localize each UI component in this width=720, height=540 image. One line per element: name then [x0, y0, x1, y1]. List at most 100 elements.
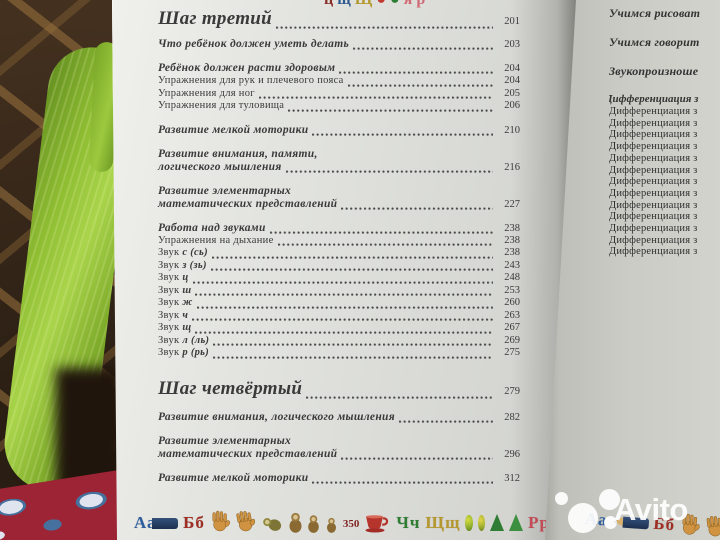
toc-entry-label: Звук ч [158, 309, 189, 321]
dot-leader [285, 168, 493, 173]
toc-entry: Звук ч 263 [158, 310, 520, 323]
toc-entry-line: Развитие внимания, логического мышления 2… [158, 411, 520, 424]
hand-icon [210, 510, 230, 532]
avito-logo-icon [604, 516, 617, 529]
differentiation-line: Дифференциация з [609, 199, 698, 211]
cone-icon [490, 514, 505, 531]
strip-letters: Аа [134, 513, 157, 532]
strip-letters: Бб [183, 513, 205, 532]
dot-leader [213, 342, 493, 346]
dot-leader [288, 107, 493, 112]
strip-letters: Рр [528, 513, 550, 532]
toc-entry: Что ребёнок должен уметь делать 203 [158, 38, 520, 51]
toc-entry: Звук з (зь) 243 [158, 260, 520, 273]
dot-leader [269, 229, 493, 234]
differentiation-line: Дифференциация з [609, 211, 698, 223]
toc-entry: Упражнения для ног 205 [158, 88, 520, 101]
differentiation-line: Дифференциация з [609, 106, 698, 117]
toc-entry-page: 203 [504, 39, 520, 50]
toc-entry: Развитие элементарных математических пред… [158, 185, 520, 211]
toc-entry-page: 282 [504, 411, 520, 423]
toc-entry-line: Звук ц 248 [158, 272, 520, 285]
matryoshka-icon [289, 512, 302, 533]
avito-watermark-text: Avito [614, 492, 688, 527]
dot-leader [339, 70, 493, 74]
toc-entry-page: 204 [504, 75, 520, 86]
avito-logo-icon [568, 503, 598, 533]
toc-entry-sound: л (ль) [182, 334, 210, 346]
toc-entry-page: 238 [504, 234, 520, 246]
toc-entry-label: Упражнения для рук и плечевого пояса [158, 75, 344, 86]
dot-leader [258, 95, 493, 99]
dot-leader [195, 329, 493, 334]
left-page-alphabet-strip: Аа Бб 350 Чч Щщ Рр [134, 507, 550, 533]
toc-list: Шаг третий 201 Что ребёнок должен уметь де… [158, 6, 520, 485]
top-fragment-letter: р [416, 0, 429, 8]
toc-entry: Развитие внимания, памяти, логического мы… [158, 148, 520, 174]
toc-entry-label: Развитие мелкой моторики [158, 123, 309, 136]
toc-entry-page: 248 [504, 272, 520, 283]
toc-entry: Звук с (сь) 238 [158, 247, 520, 260]
right-page-headings: Учимся рисоват Учимся говорит Звукопроизно… [609, 6, 720, 78]
toc-entry-line: Звук л (ль) 269 [158, 335, 520, 348]
toc-entry: Упражнения на дыхание 238 [158, 235, 520, 248]
toc-entry: Развитие элементарных математических пред… [158, 435, 520, 461]
toc-entry-line: Шаг четвёртый 279 [158, 378, 520, 400]
toc-entry-label: Что ребёнок должен уметь делать [158, 38, 350, 50]
toc-entry-page: 312 [504, 472, 520, 484]
toc-entry-label: математических представлений [158, 197, 338, 210]
top-cutoff-letters: цщЩ●●яр [324, 0, 429, 9]
toc-entry-label: Развитие элементарных [158, 434, 292, 447]
dot-leader [353, 46, 493, 50]
differentiation-line: Дифференциация з [609, 129, 698, 141]
differentiation-line: Дифференциация з [609, 234, 698, 246]
toc-entry-label: Звук з (зь) [158, 259, 207, 271]
toc-entry-line: Упражнения на дыхание 238 [158, 235, 520, 248]
toc-entry-label: Звук ц [158, 272, 189, 283]
toc-entry: Шаг третий 201 [158, 8, 520, 30]
toc-entry-line2: математических представлений 296 [158, 448, 520, 461]
avito-watermark: Avito [552, 486, 720, 538]
toc-entry-line: Звук ч 263 [158, 310, 520, 323]
top-fragment-letter: щ [337, 0, 355, 8]
toc-entry: Упражнения для рук и плечевого пояса 204 [158, 75, 520, 88]
dot-leader [312, 479, 493, 484]
right-book-page: Учимся рисоват Учимся говорит Звукопроизно… [545, 0, 720, 540]
dot-leader [347, 82, 493, 87]
toc-entry-page: 243 [504, 259, 520, 271]
toc-entry-label: Звук л (ль) [158, 334, 210, 346]
toc-entry-line2: логического мышления 216 [158, 161, 520, 174]
toc-entry-line: Звук ж 260 [158, 297, 520, 310]
differentiation-line: Дифференциация з [609, 117, 698, 129]
top-fragment-letter: ц [324, 0, 337, 8]
toc-entry-label: Ребёнок должен расти здоровым [158, 62, 336, 74]
toc-entry: Звук л (ль) 269 [158, 335, 520, 348]
cup-icon [364, 513, 391, 533]
ball-icon [465, 515, 473, 531]
toc-entry-label: Упражнения на дыхание [158, 234, 274, 246]
dot-leader [341, 455, 493, 460]
dot-leader [196, 304, 493, 309]
top-fragment-letter: ● [376, 0, 390, 8]
toc-entry-page: 238 [504, 247, 520, 258]
toc-entry-line: Шаг третий 201 [158, 8, 520, 30]
toc-entry: Звук ц 248 [158, 272, 520, 285]
toc-entry-line: Развитие мелкой моторики 210 [158, 124, 520, 137]
toc-entry-label: Упражнения для туловища [158, 100, 285, 111]
dot-leader [192, 279, 493, 284]
avito-logo-icon [599, 489, 620, 510]
toc-entry-page: 205 [504, 87, 520, 99]
toc-entry-sound: ш [182, 284, 192, 296]
toc-entry-line: Упражнения для ног 205 [158, 88, 520, 101]
toc-entry-label: Развитие элементарных [158, 184, 292, 197]
toc-entry-line: Звук р (рь) 275 [158, 347, 520, 360]
toc-entry: Развитие внимания, логического мышления 2… [158, 411, 520, 424]
toc-entry-label: Работа над звуками [158, 221, 266, 234]
differentiation-line: Дифференциация з [609, 141, 698, 153]
dot-leader [398, 418, 493, 423]
avito-logo-icon [555, 492, 568, 505]
differentiation-line: Дифференциация з [609, 152, 698, 164]
toc-entry: Упражнения для туловища 206 [158, 100, 520, 113]
